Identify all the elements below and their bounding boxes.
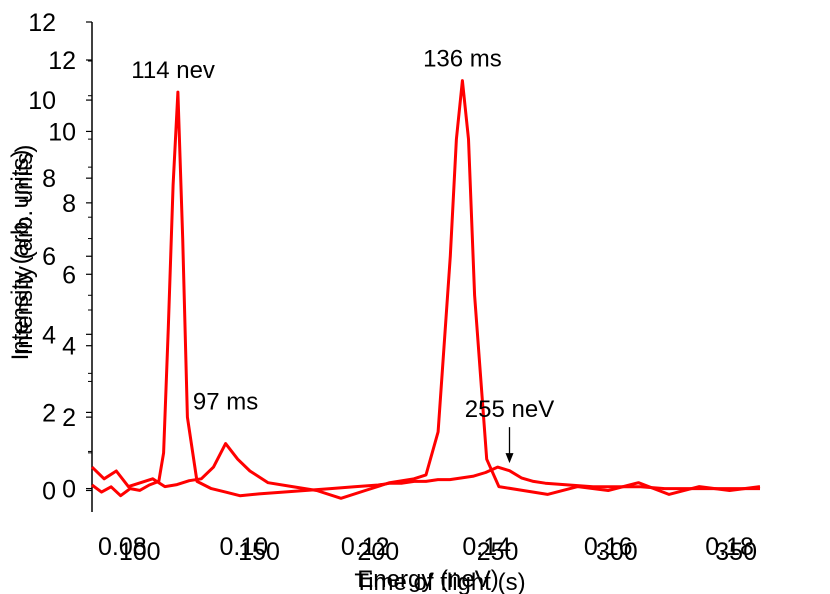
y-tick-label: 0 xyxy=(62,476,76,504)
series-line xyxy=(90,79,761,500)
annotation-label: 136 ms xyxy=(423,46,502,73)
y-tick-label: 6 xyxy=(42,243,56,271)
y-tick-label: 4 xyxy=(42,321,56,349)
axes-layer xyxy=(86,21,93,512)
y-tick-label: 10 xyxy=(48,118,76,146)
y-tick-label: 8 xyxy=(62,190,76,218)
x-tick-label: 0.16 xyxy=(584,533,633,561)
annotation-label: 114 nev xyxy=(131,57,215,84)
y-tick-label: 8 xyxy=(42,165,56,193)
y-tick-label: 4 xyxy=(62,333,76,361)
y-tick-label: 10 xyxy=(28,87,56,115)
y-tick-label: 6 xyxy=(62,261,76,289)
x-tick-label: 350 xyxy=(715,538,757,566)
x-tick-label: 0.12 xyxy=(341,533,390,561)
annotation-layer: 114 nev 255 neV 136 ms 97 ms xyxy=(131,46,554,464)
annotation-label: 97 ms xyxy=(193,389,258,416)
y-tick-label: 0 xyxy=(42,477,56,505)
annotation-arrowhead xyxy=(505,453,514,464)
y-axis-title: Intensity (arb. units) xyxy=(11,145,38,356)
x-axis-title: Energy (neV) xyxy=(357,566,498,593)
x-tick-label: 0.14 xyxy=(462,533,511,561)
x-tick-label: 0.08 xyxy=(98,533,147,561)
x-tick-label: 300 xyxy=(596,538,638,566)
axis-title-layer: Energy (neV)Time of flight (s) Intensity … xyxy=(7,145,526,594)
series-layer xyxy=(90,79,761,500)
y-tick-label: 12 xyxy=(28,9,56,37)
series-line xyxy=(91,90,760,498)
y-tick-label: 2 xyxy=(62,404,76,432)
x-tick-label: 100 xyxy=(119,538,161,566)
x-tick-label: 0.10 xyxy=(219,533,268,561)
y-tick-label: 12 xyxy=(48,47,76,75)
y-axis-title: Intensity (arb. units) xyxy=(7,150,34,361)
annotation-label: 255 neV xyxy=(465,396,554,423)
x-tick-label: 250 xyxy=(477,538,519,566)
x-tick-label: 200 xyxy=(357,538,399,566)
x-tick-label: 0.18 xyxy=(705,533,754,561)
y-tick-label: 2 xyxy=(42,399,56,427)
x-tick-label: 150 xyxy=(238,538,280,566)
x-axis-title: Time of flight (s) xyxy=(354,569,525,594)
